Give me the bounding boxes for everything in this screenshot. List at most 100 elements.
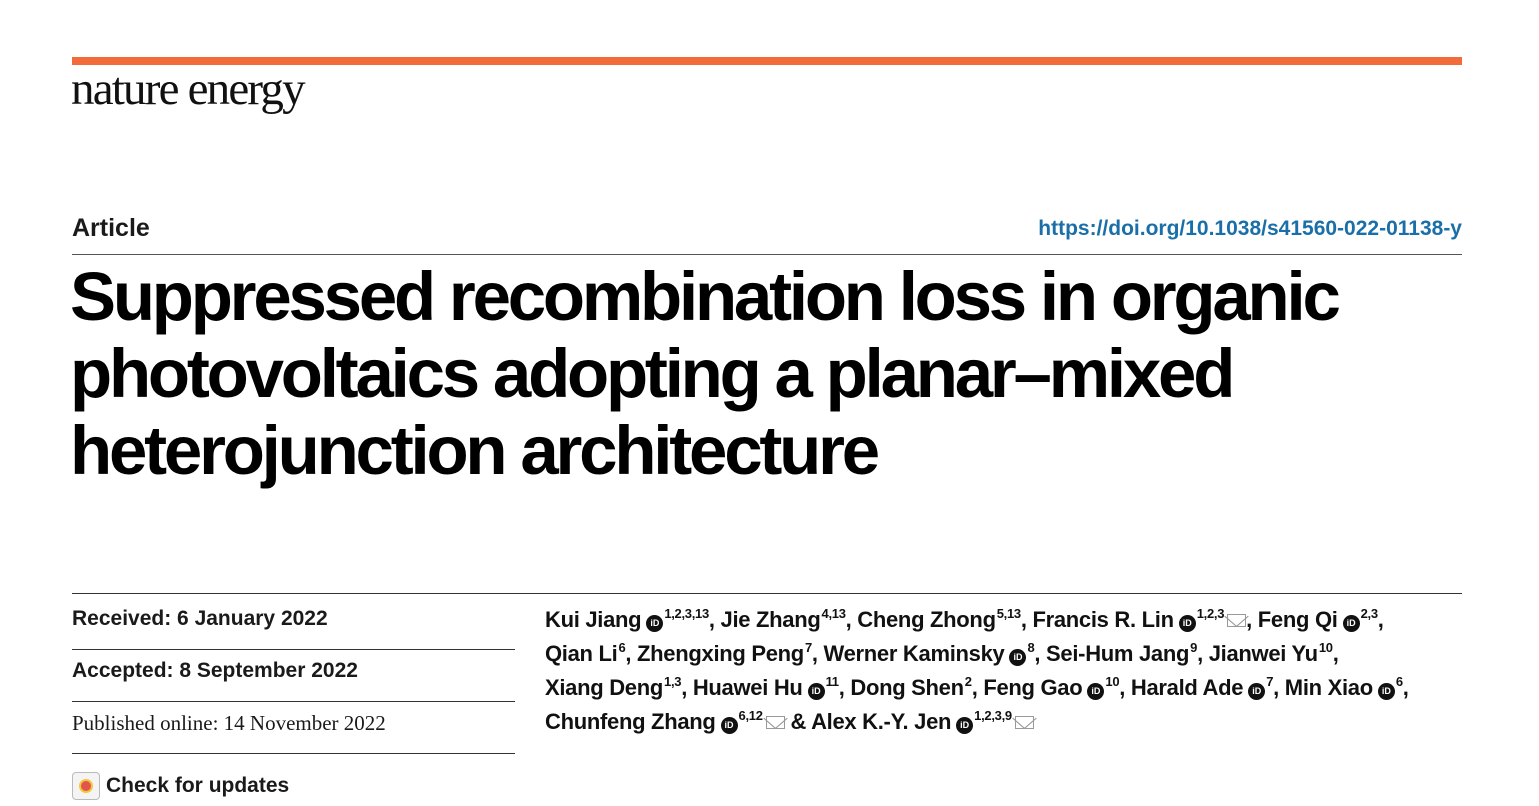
- journal-accent-rule: [72, 57, 1462, 65]
- affiliation-numbers: 7: [1266, 674, 1274, 689]
- title-rule: [72, 254, 1462, 255]
- author-separator: ,: [1020, 607, 1033, 632]
- check-updates-button[interactable]: Check for updates: [72, 754, 515, 806]
- title-line: Suppressed recombination loss in organic: [70, 258, 1341, 335]
- affiliation-numbers: 1,2,3: [1196, 606, 1225, 621]
- affiliation-numbers: 7: [804, 640, 812, 655]
- envelope-icon[interactable]: [765, 716, 785, 729]
- author[interactable]: Xiang Deng1,3: [545, 675, 681, 700]
- check-updates-label: Check for updates: [106, 774, 290, 797]
- affiliation-numbers: 10: [1318, 640, 1333, 655]
- author[interactable]: Kui Jiang iD1,2,3,13: [545, 607, 709, 632]
- author-separator: ,: [845, 607, 858, 632]
- author-name: Xiang Deng: [545, 675, 664, 700]
- affiliation-numbers: 4,13: [821, 606, 846, 621]
- author[interactable]: Huawei Hu iD11: [693, 675, 839, 700]
- affiliation-numbers: 9: [1190, 640, 1198, 655]
- affiliation-numbers: 6,12: [738, 708, 763, 723]
- title-line: photovoltaics adopting a planar–mixed: [70, 335, 1235, 412]
- orcid-icon[interactable]: iD: [1377, 683, 1395, 700]
- author-separator: ,: [1377, 607, 1384, 632]
- published-date: Published online: 14 November 2022: [72, 702, 515, 754]
- author-name: Chunfeng Zhang: [545, 709, 716, 734]
- author[interactable]: Qian Li6: [545, 640, 626, 666]
- orcid-icon[interactable]: iD: [1248, 683, 1266, 700]
- author-name: Francis R. Lin: [1032, 607, 1174, 632]
- author-name: Alex K.-Y. Jen: [811, 709, 952, 734]
- affiliation-numbers: 6: [1395, 674, 1403, 689]
- author-separator: ,: [1332, 641, 1339, 666]
- article-dates: Received: 6 January 2022 Accepted: 8 Sep…: [72, 598, 515, 806]
- orcid-icon[interactable]: iD: [1178, 615, 1196, 632]
- author[interactable]: Sei-Hum Jang9: [1046, 641, 1197, 666]
- author[interactable]: & Alex K.-Y. Jen iD1,2,3,9: [790, 708, 1034, 734]
- author-name: Sei-Hum Jang: [1046, 641, 1190, 666]
- author-ampersand: &: [790, 709, 812, 734]
- envelope-icon[interactable]: [1227, 614, 1247, 627]
- orcid-icon[interactable]: iD: [1009, 649, 1027, 666]
- author-separator: ,: [971, 675, 984, 700]
- affiliation-numbers: 6: [618, 640, 626, 655]
- accepted-date: Accepted: 8 September 2022: [72, 650, 515, 702]
- author-separator: ,: [625, 641, 638, 666]
- envelope-icon[interactable]: [1014, 716, 1034, 729]
- author-separator: ,: [708, 607, 721, 632]
- author-name: Qian Li: [545, 641, 618, 666]
- author-separator: ,: [811, 641, 824, 666]
- author-name: Min Xiao: [1284, 675, 1373, 700]
- author[interactable]: Feng Gao iD10: [983, 674, 1120, 700]
- title-line: heterojunction architecture: [70, 412, 880, 489]
- affiliation-numbers: 1,2,3,9: [974, 708, 1012, 723]
- author-name: Cheng Zhong: [857, 607, 996, 632]
- author-name: Werner Kaminsky: [823, 641, 1005, 666]
- author-name: Jianwei Yu: [1208, 641, 1318, 666]
- check-updates-icon: [72, 772, 100, 800]
- author[interactable]: Dong Shen2: [850, 674, 972, 700]
- orcid-icon[interactable]: iD: [807, 683, 825, 700]
- author-name: Feng Qi: [1257, 607, 1338, 632]
- author[interactable]: Min Xiao iD6: [1285, 675, 1403, 700]
- journal-name: nature energy: [71, 63, 306, 115]
- doi-link[interactable]: https://doi.org/10.1038/s41560-022-01138…: [1038, 217, 1462, 240]
- orcid-icon[interactable]: iD: [720, 717, 738, 734]
- author-separator: ,: [1273, 675, 1285, 700]
- author-name: Kui Jiang: [545, 607, 642, 632]
- author[interactable]: Feng Qi iD2,3: [1258, 607, 1378, 632]
- author-separator: ,: [681, 675, 693, 700]
- author-separator: ,: [838, 675, 851, 700]
- author[interactable]: Jie Zhang4,13: [721, 607, 846, 632]
- author[interactable]: Chunfeng Zhang iD6,12: [545, 709, 785, 734]
- orcid-icon[interactable]: iD: [956, 717, 974, 734]
- author-separator: ,: [1246, 607, 1258, 632]
- author-separator: ,: [1197, 641, 1209, 666]
- author-list: Kui Jiang iD1,2,3,13, Jie Zhang4,13, Chen…: [545, 603, 1475, 739]
- orcid-icon[interactable]: iD: [646, 615, 664, 632]
- affiliation-numbers: 1,2,3,13: [664, 606, 709, 621]
- affiliation-numbers: 10: [1105, 674, 1120, 689]
- author-separator: ,: [1034, 641, 1047, 666]
- article-title: Suppressed recombination loss in organic…: [70, 258, 1490, 489]
- affiliation-numbers: 8: [1027, 640, 1035, 655]
- author[interactable]: Cheng Zhong5,13: [857, 607, 1021, 632]
- author[interactable]: Harald Ade iD7: [1131, 675, 1273, 700]
- author[interactable]: Werner Kaminsky iD8: [824, 641, 1035, 666]
- affiliation-numbers: 11: [825, 674, 839, 689]
- affiliation-numbers: 2,3: [1360, 606, 1378, 621]
- article-type: Article: [72, 214, 150, 242]
- received-date: Received: 6 January 2022: [72, 598, 515, 650]
- author-name: Harald Ade: [1130, 675, 1244, 700]
- affiliation-numbers: 1,3: [664, 674, 682, 689]
- author[interactable]: Zhengxing Peng7: [637, 641, 812, 666]
- author-separator: ,: [1119, 675, 1131, 700]
- author[interactable]: Francis R. Lin iD1,2,3: [1032, 606, 1247, 632]
- author-name: Jie Zhang: [720, 607, 821, 632]
- author-name: Dong Shen: [850, 675, 964, 700]
- author-name: Feng Gao: [983, 675, 1083, 700]
- orcid-icon[interactable]: iD: [1342, 615, 1360, 632]
- author-name: Huawei Hu: [692, 675, 803, 700]
- author-name: Zhengxing Peng: [637, 641, 804, 666]
- affiliation-numbers: 2: [964, 674, 972, 689]
- affiliation-numbers: 5,13: [996, 606, 1021, 621]
- author[interactable]: Jianwei Yu10: [1209, 641, 1333, 666]
- orcid-icon[interactable]: iD: [1087, 683, 1105, 700]
